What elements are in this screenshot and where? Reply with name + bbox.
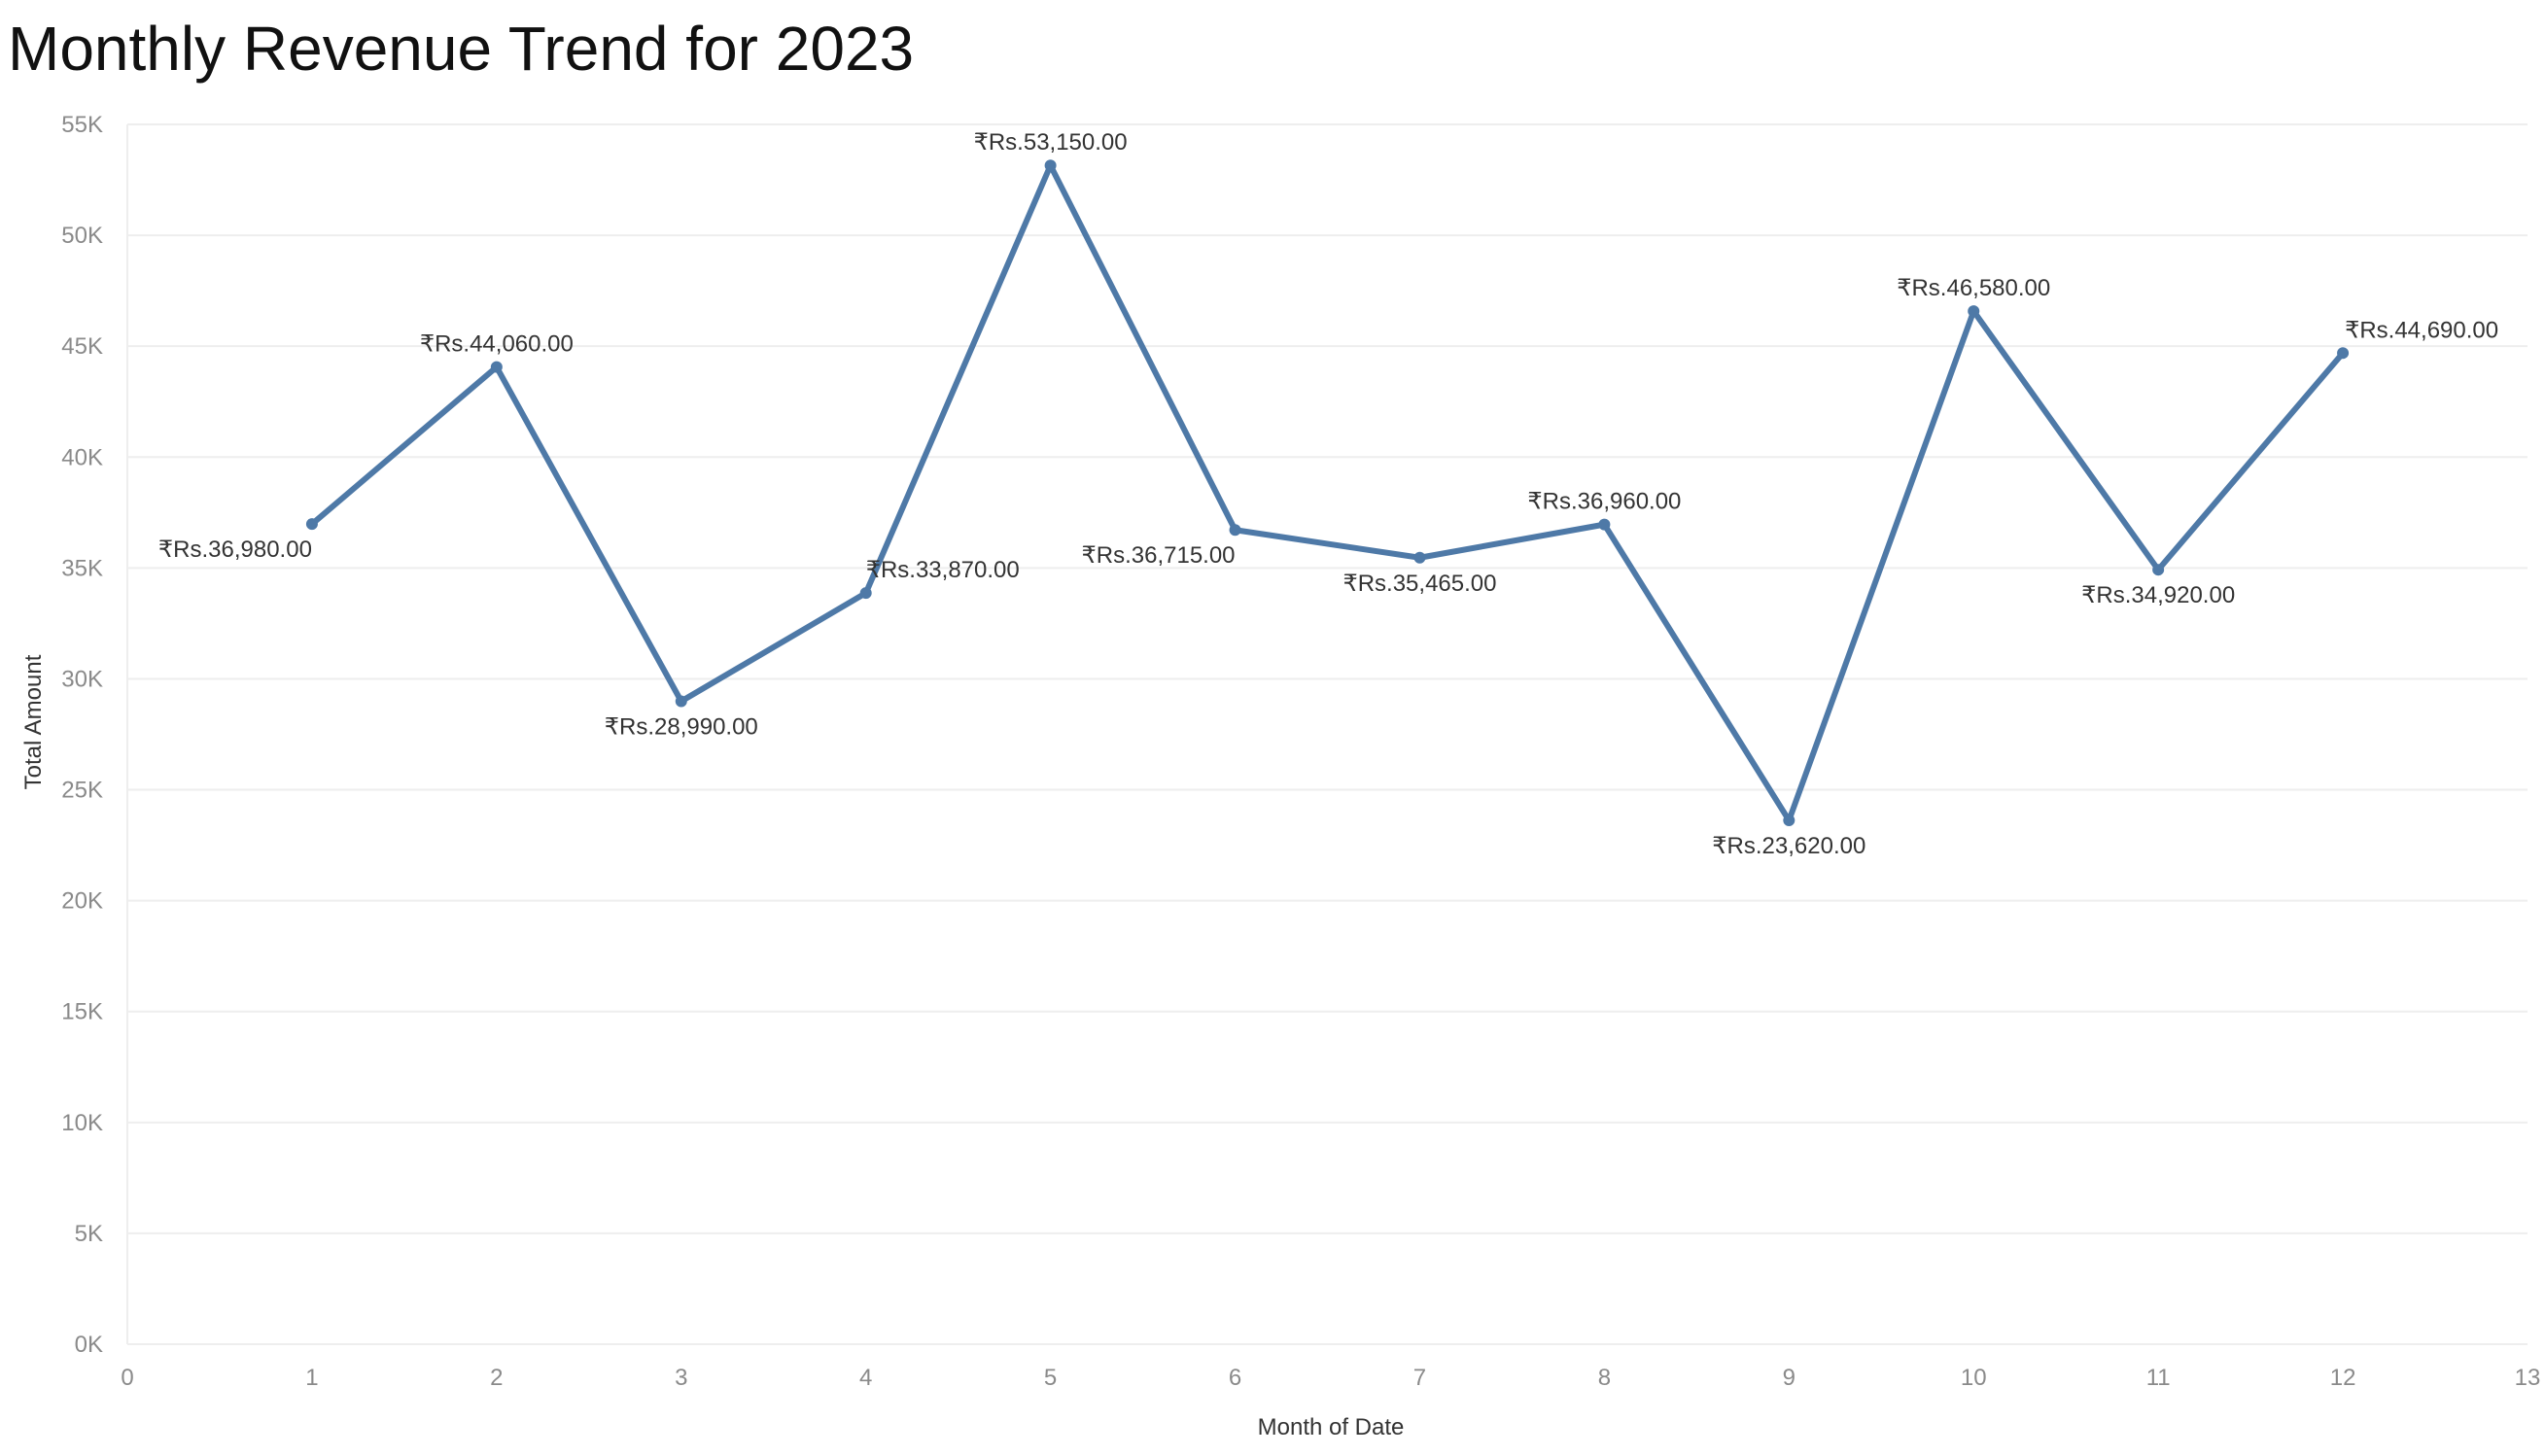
x-tick-label: 7 [1413,1365,1426,1391]
y-tick-label: 25K [61,778,103,804]
data-point [859,587,872,600]
chart-title: Monthly Revenue Trend for 2023 [8,14,915,84]
data-label: ₹Rs.28,990.00 [605,714,758,741]
x-tick-label: 9 [1783,1365,1795,1391]
y-tick-label: 5K [75,1221,103,1247]
data-point [2337,347,2350,360]
y-tick-label: 40K [61,444,103,470]
data-point [490,361,503,373]
data-label: ₹Rs.33,870.00 [866,557,1020,583]
series-line-path [308,162,2347,824]
data-label: ₹Rs.36,715.00 [1081,542,1235,569]
data-point [2152,564,2165,576]
y-tick-label: 50K [61,223,103,249]
data-labels: ₹Rs.36,980.00 ₹Rs.44,060.00 ₹Rs.28,990.00 ₹… [158,129,2498,859]
y-tick-label: 0K [75,1332,103,1358]
data-point [1598,518,1611,531]
x-tick-label: 0 [121,1365,133,1391]
grid [126,123,2528,1345]
data-label: ₹Rs.36,960.00 [1527,489,1681,515]
series-line [308,162,2347,824]
data-label: ₹Rs.44,060.00 [420,331,574,358]
x-tick-label: 8 [1598,1365,1611,1391]
x-axis-ticks: 0 1 2 3 4 5 6 7 8 9 10 11 12 13 [121,1365,2540,1391]
data-label: ₹Rs.46,580.00 [1897,275,2050,301]
x-tick-label: 12 [2330,1365,2356,1391]
y-tick-label: 45K [61,333,103,360]
data-point [1968,305,1980,318]
data-point [675,695,687,708]
y-tick-label: 55K [61,112,103,138]
data-label: ₹Rs.36,980.00 [158,537,312,563]
data-point [305,518,318,531]
x-axis-title: Month of Date [1258,1414,1405,1440]
x-tick-label: 2 [490,1365,503,1391]
x-tick-label: 3 [675,1365,687,1391]
y-tick-label: 20K [61,888,103,915]
data-label: ₹Rs.53,150.00 [974,129,1128,156]
data-label: ₹Rs.44,690.00 [2345,317,2498,343]
x-tick-label: 10 [1961,1365,1987,1391]
data-point [1044,159,1057,172]
data-label: ₹Rs.23,620.00 [1712,833,1865,859]
x-tick-label: 5 [1044,1365,1057,1391]
x-tick-label: 11 [2146,1365,2171,1391]
y-axis-title: Total Amount [20,654,47,789]
data-point [1413,551,1426,564]
y-tick-label: 10K [61,1110,103,1136]
data-points [305,159,2350,827]
y-axis-ticks: 0K 5K 10K 15K 20K 25K 30K 35K 40K 45K 50K 55K [61,112,103,1358]
data-label: ₹Rs.35,465.00 [1342,571,1496,597]
data-point [1229,524,1241,537]
y-tick-label: 30K [61,666,103,692]
data-point [1783,815,1795,827]
y-tick-label: 15K [61,999,103,1025]
y-tick-label: 35K [61,555,103,581]
x-tick-label: 1 [305,1365,318,1391]
x-tick-label: 6 [1229,1365,1241,1391]
x-tick-label: 4 [859,1365,872,1391]
data-label: ₹Rs.34,920.00 [2081,582,2235,608]
x-tick-label: 13 [2515,1365,2541,1391]
